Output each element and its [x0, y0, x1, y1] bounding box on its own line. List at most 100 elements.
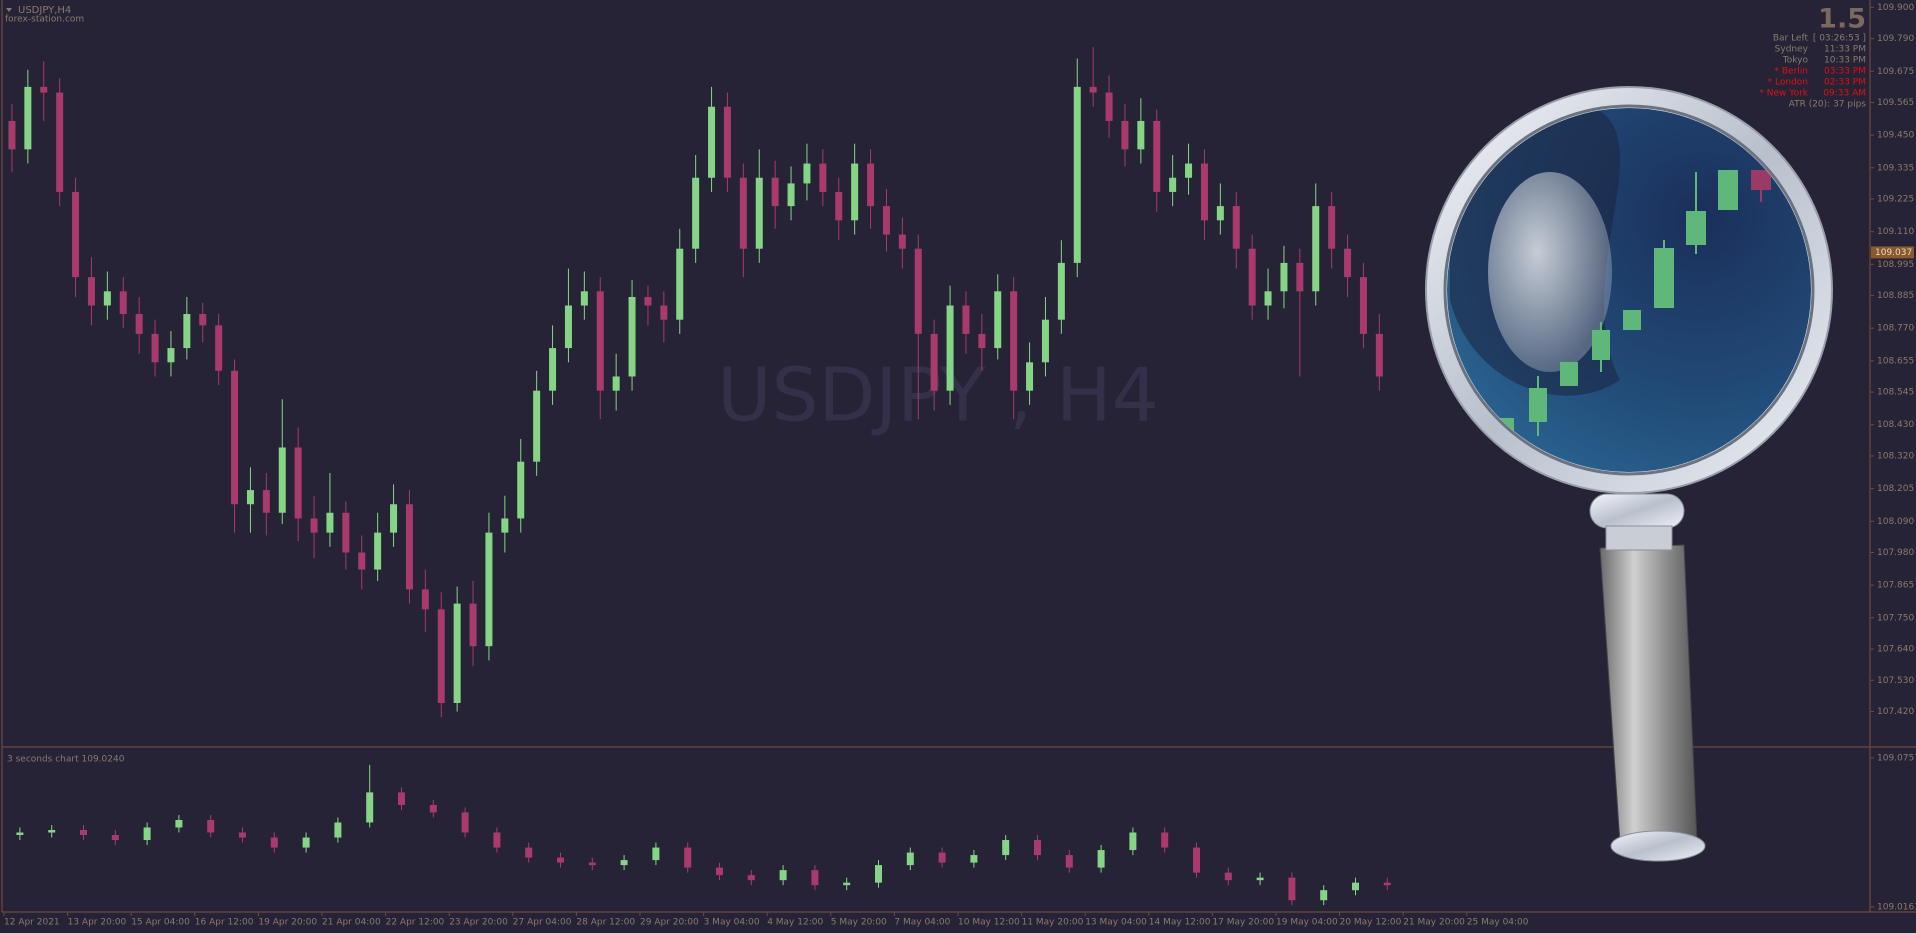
candle-body [1137, 120, 1145, 150]
candle-body [1288, 877, 1296, 901]
candle-body [843, 882, 851, 886]
candle-body [374, 532, 382, 570]
candle-body [48, 830, 56, 833]
candle-body [898, 234, 906, 249]
candle-body [1216, 206, 1224, 221]
candle-body [215, 325, 223, 371]
candle-body [342, 512, 350, 553]
candle-body [1010, 291, 1018, 391]
candle-body [390, 504, 398, 533]
candle-body [175, 819, 183, 828]
candle-body [8, 120, 16, 150]
magnifier-neck [1605, 525, 1673, 551]
candle-body [747, 875, 755, 881]
candle-body [771, 177, 779, 207]
candle-body [1161, 832, 1169, 848]
candle-body [708, 106, 716, 178]
candle-body [111, 835, 119, 841]
candle-body [80, 830, 87, 836]
candle-body [302, 837, 310, 848]
candle-body [1121, 120, 1129, 150]
x-tick-label: 16 Apr 12:00 [195, 918, 254, 928]
candle-body [1129, 832, 1137, 851]
candle-body [739, 177, 747, 249]
version-number: 1.5 [1818, 4, 1866, 35]
candle-body [716, 867, 723, 876]
y-tick-label: 109.565 [1877, 98, 1914, 108]
info-value: 11:33 PM [1824, 45, 1866, 55]
atr-label: ATR (20): 37 pips [1789, 100, 1867, 110]
candle-body [588, 862, 596, 866]
candle-body [1312, 206, 1320, 292]
candle-body [1224, 872, 1232, 881]
y-tick-label: 107.980 [1877, 548, 1914, 558]
candle-body [962, 305, 970, 334]
x-tick-label: 13 May 04:00 [1085, 918, 1147, 928]
candle-body [1153, 120, 1161, 192]
candle-body [882, 206, 890, 235]
candle-body [1375, 333, 1383, 377]
candle-body [1264, 291, 1272, 306]
candle-body [875, 865, 882, 883]
candle-body [429, 804, 437, 813]
candle-body [676, 248, 684, 320]
candle-body [405, 504, 413, 590]
candle-body [906, 852, 914, 866]
lens-candle [1623, 310, 1641, 330]
candle-body [1296, 262, 1304, 292]
candle-body [1256, 877, 1264, 881]
candle-body [151, 333, 159, 363]
watermark: USDJPY , H4 [717, 353, 1158, 439]
candle-body [938, 852, 946, 863]
candle-body [533, 390, 541, 462]
candle-body [501, 518, 509, 533]
y-tick-label: 108.885 [1877, 291, 1914, 301]
candle-body [620, 860, 628, 866]
candle-body [811, 870, 819, 886]
candle-body [1073, 86, 1081, 263]
candle-body [803, 163, 811, 184]
x-tick-label: 13 Apr 20:00 [68, 918, 127, 928]
x-tick-label: 7 May 04:00 [894, 918, 950, 928]
candle-body [469, 603, 477, 647]
candle-body [1041, 319, 1049, 363]
candle-body [24, 86, 32, 150]
candle-body [580, 291, 588, 306]
x-tick-label: 27 Apr 04:00 [513, 918, 572, 928]
candle-body [946, 305, 954, 391]
info-value: 02:33 PM [1824, 78, 1866, 88]
candle-body [262, 490, 270, 513]
lens-glare [1488, 172, 1612, 372]
candle-body [183, 314, 191, 349]
y-tick-label: 108.430 [1877, 420, 1914, 430]
x-tick-label: 17 May 20:00 [1212, 918, 1274, 928]
info-value: 03:33 PM [1824, 67, 1866, 77]
candle-body [1344, 248, 1352, 278]
candle-body [628, 296, 636, 377]
lens-candle [1718, 170, 1738, 210]
candle-body [517, 461, 525, 519]
y-tick-label: 109.110 [1877, 227, 1914, 237]
info-label: * New York [1759, 89, 1808, 99]
x-tick-label: 28 Apr 12:00 [576, 918, 635, 928]
candle-body [612, 376, 620, 391]
candle-body [1097, 850, 1105, 868]
subchart-title: 3 seconds chart 109.0240 [7, 755, 125, 765]
x-tick-label: 12 Apr 2021 [4, 918, 60, 928]
candle-body [87, 277, 95, 306]
candle-body [239, 832, 246, 838]
y-tick-label: 109.675 [1877, 67, 1914, 77]
magnifier-illustration [1425, 86, 1833, 862]
candle-body [56, 92, 64, 192]
candle-body [1057, 262, 1065, 320]
candle-body [231, 370, 239, 505]
y-tick-label: 108.320 [1877, 451, 1914, 461]
candle-body [485, 532, 493, 647]
candle-body [684, 847, 692, 868]
candle-body [1105, 92, 1113, 121]
candle-body [970, 855, 978, 863]
collapse-arrow[interactable] [6, 8, 12, 12]
candle-body [779, 870, 787, 881]
